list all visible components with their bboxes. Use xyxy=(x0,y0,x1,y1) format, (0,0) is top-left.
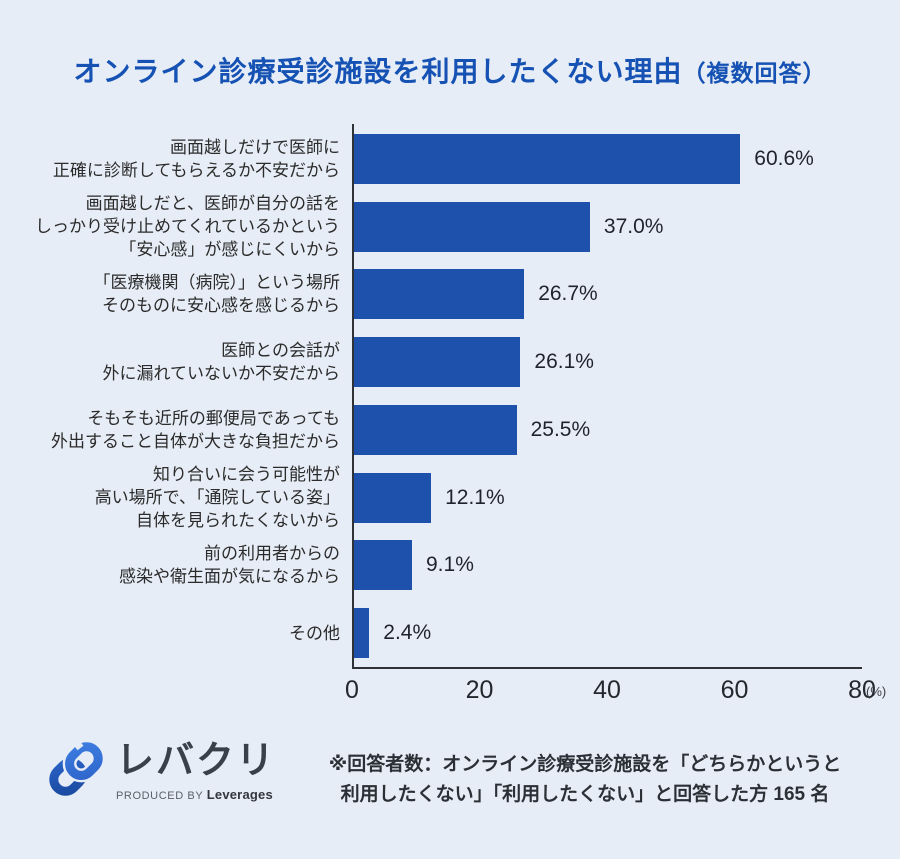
bar-plot-area: 26.7% xyxy=(352,261,900,329)
bar-category-label-line: 高い場所で、「通院している姿」 xyxy=(94,488,340,508)
produced-by-label: PRODUCED BY xyxy=(116,789,207,802)
x-axis-tick-label: 20 xyxy=(465,676,494,704)
company-name: Leverages xyxy=(206,786,273,802)
y-axis-line xyxy=(352,124,354,669)
bar-plot-area: 12.1% xyxy=(352,464,900,532)
chain-link-logo-icon xyxy=(49,739,106,796)
bar-category-label-line: 知り合いに会う可能性が xyxy=(153,465,340,485)
bar xyxy=(354,269,525,320)
bar-row: 画面越しだけで医師に正確に診断してもらえるか不安だから 60.6% xyxy=(0,125,900,193)
bar-category-label: 画面越しだけで医師に正確に診断してもらえるか不安だから xyxy=(0,136,352,182)
bar-row: その他 2.4% xyxy=(0,599,900,667)
bar-value-label: 25.5% xyxy=(530,417,591,441)
bar-category-label: そもそも近所の郵便局であっても外出すること自体が大きな負担だから xyxy=(0,407,352,453)
bar-category-label-line: 自体を見られたくないから xyxy=(136,511,340,531)
bar-plot-area: 60.6% xyxy=(352,125,900,193)
bar-plot-area: 37.0% xyxy=(352,193,900,261)
bar-row: 医師との会話が外に漏れていないか不安だから 26.1% xyxy=(0,328,900,396)
bar xyxy=(354,608,370,659)
brand-logo: レバクリ PRODUCED BY Leverages xyxy=(42,735,276,803)
bar xyxy=(354,201,590,252)
x-axis-unit-label: (%) xyxy=(866,684,887,699)
bar xyxy=(354,540,412,591)
bar-category-label-line: 「安心感」が感じにくいから xyxy=(119,240,340,260)
bar-value-label: 26.1% xyxy=(534,350,594,374)
x-axis-line xyxy=(352,667,862,669)
x-axis-tick-label: 60 xyxy=(720,676,749,704)
bar-category-label-line: しっかり受け止めてくれているかという xyxy=(35,217,340,237)
bar-category-label-line: その他 xyxy=(289,623,340,643)
bar-value-label: 12.1% xyxy=(445,485,505,509)
bar-category-label: 前の利用者からの感染や衛生面が気になるから xyxy=(0,542,352,588)
logo-wordmark: レバクリ xyxy=(116,740,277,782)
chart-title-sub: （複数回答） xyxy=(682,60,827,86)
bar-value-label: 37.0% xyxy=(603,214,664,238)
bar-category-label-line: 正確に診断してもらえるか不安だから xyxy=(52,160,340,180)
bar xyxy=(354,133,741,184)
bar-category-label-line: 画面越しだと、医師が自分の話を xyxy=(85,194,340,214)
x-axis-tick-label: 40 xyxy=(593,676,621,704)
x-axis-ticks: 0 20 40 60 80 xyxy=(0,676,900,708)
bar-row: 知り合いに会う可能性が高い場所で、「通院している姿」自体を見られたくないから 1… xyxy=(0,464,900,532)
bar-category-label: 「医療機関（病院）」という場所そのものに安心感を感じるから xyxy=(0,271,352,317)
bar-category-label-line: 医師との会話が xyxy=(221,341,340,361)
bar-row: そもそも近所の郵便局であっても外出すること自体が大きな負担だから 25.5% xyxy=(0,396,900,464)
footnote-line-2: 利用したくない」「利用したくない」と回答した方 165 名 xyxy=(340,784,830,805)
bar-plot-area: 26.1% xyxy=(352,328,900,396)
bar-row: 画面越しだと、医師が自分の話をしっかり受け止めてくれているかという「安心感」が感… xyxy=(0,193,900,261)
bar-plot-area: 2.4% xyxy=(352,599,900,667)
bar-plot-area: 25.5% xyxy=(352,396,900,464)
footnote-line-1: ※回答者数：オンライン診療受診施設を「どちらかというと xyxy=(328,754,842,775)
bar-category-label-line: 外に漏れていないか不安だから xyxy=(102,364,341,384)
logo-produced-by: PRODUCED BY Leverages xyxy=(116,787,276,802)
bar-category-label: 知り合いに会う可能性が高い場所で、「通院している姿」自体を見られたくないから xyxy=(0,463,352,532)
bar-category-label: 画面越しだと、医師が自分の話をしっかり受け止めてくれているかという「安心感」が感… xyxy=(0,192,352,261)
bar xyxy=(354,404,517,455)
bar xyxy=(354,472,432,523)
bar-value-label: 60.6% xyxy=(754,146,814,170)
bar-category-label: 医師との会話が外に漏れていないか不安だから xyxy=(0,339,352,385)
bar-value-label: 26.7% xyxy=(538,282,598,306)
bar-value-label: 9.1% xyxy=(426,553,474,577)
bar-value-label: 2.4% xyxy=(383,621,432,645)
bar-category-label: その他 xyxy=(0,622,352,645)
bar-row: 前の利用者からの感染や衛生面が気になるから 9.1% xyxy=(0,532,900,600)
bar xyxy=(354,337,521,388)
bar-chart: 画面越しだけで医師に正確に診断してもらえるか不安だから 60.6% 画面越しだと… xyxy=(0,125,900,667)
chart-title-main: オンライン診療受診施設を利用したくない理由 xyxy=(73,56,683,87)
bar-category-label-line: 画面越しだけで医師に xyxy=(170,137,340,157)
x-axis-tick-label: 80 xyxy=(848,676,876,704)
bar-category-label-line: 前の利用者からの xyxy=(204,544,340,564)
bar-category-label-line: 「医療機関（病院）」という場所 xyxy=(93,273,341,293)
bar-category-label-line: そもそも近所の郵便局であっても xyxy=(87,408,340,428)
bar-plot-area: 9.1% xyxy=(352,532,900,600)
survey-footnote: ※回答者数：オンライン診療受診施設を「どちらかというと 利用したくない」「利用し… xyxy=(285,750,885,810)
bar-category-label-line: 外出すること自体が大きな負担だから xyxy=(51,431,340,451)
bar-row: 「医療機関（病院）」という場所そのものに安心感を感じるから 26.7% xyxy=(0,261,900,329)
bar-category-label-line: 感染や衛生面が気になるから xyxy=(119,567,340,587)
x-axis-tick-label: 0 xyxy=(345,676,359,704)
logo-text-block: レバクリ PRODUCED BY Leverages xyxy=(116,740,277,802)
bar-category-label-line: そのものに安心感を感じるから xyxy=(102,296,340,316)
chart-title: オンライン診療受診施設を利用したくない理由（複数回答） xyxy=(0,50,900,90)
